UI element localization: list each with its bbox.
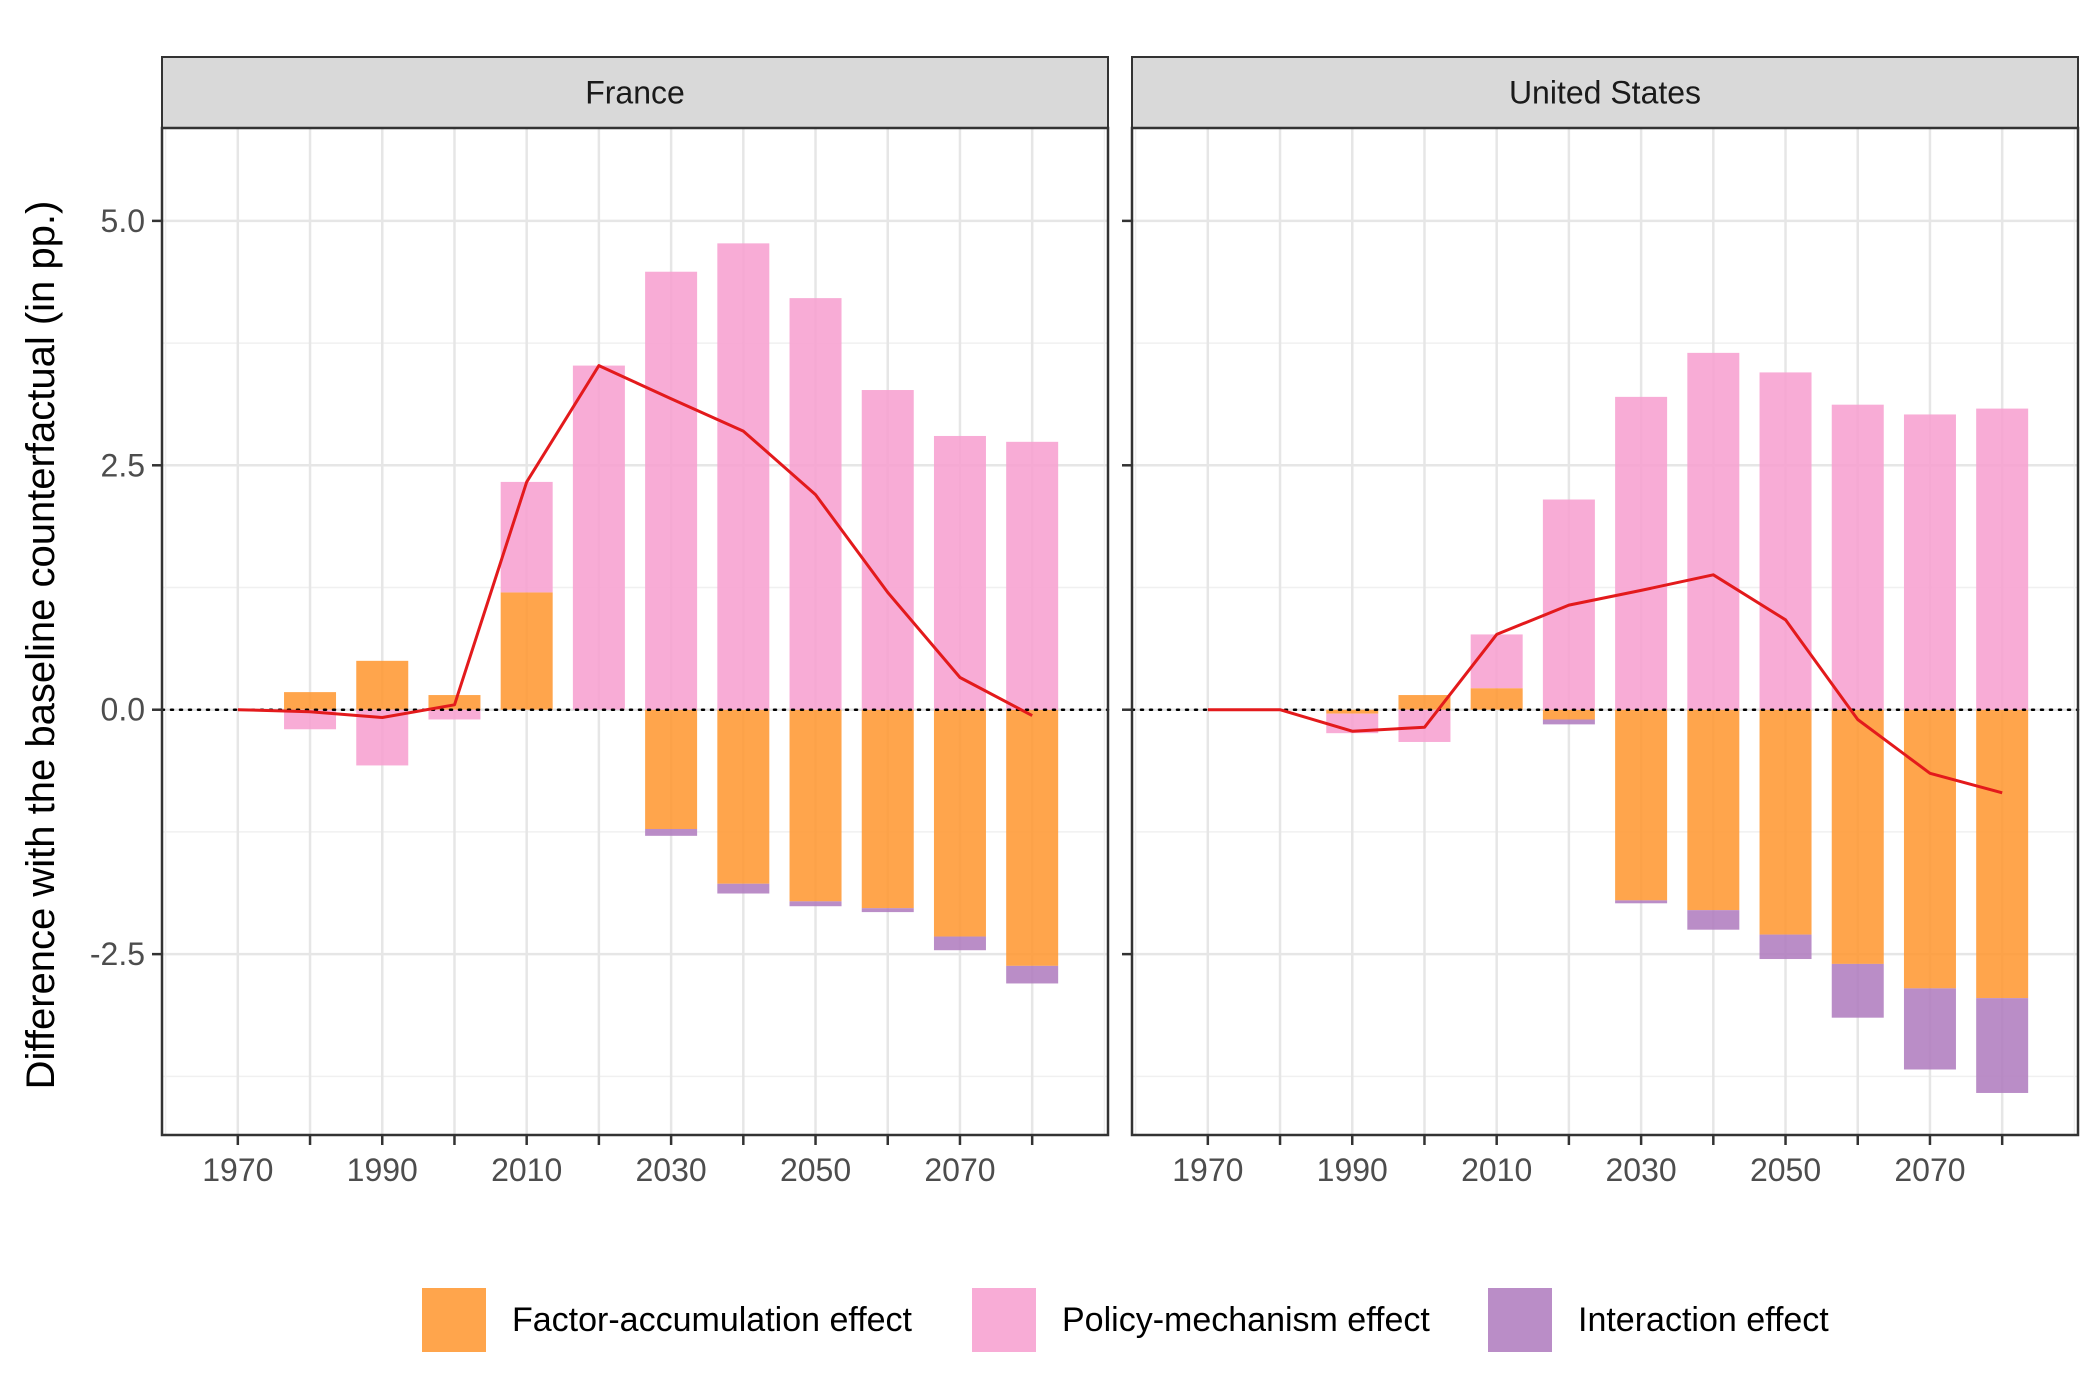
- bar-factor-2050: [789, 709, 842, 902]
- bar-factor-2010: [500, 592, 553, 710]
- bar-policy-2070: [1903, 414, 1956, 710]
- legend-label-factor: Factor-accumulation effect: [512, 1301, 913, 1339]
- bar-factor-2080: [1006, 709, 1059, 966]
- x-tick-label: 1970: [202, 1152, 273, 1188]
- panel-border: [1130, 126, 2080, 1137]
- bar-policy-2030: [645, 271, 698, 710]
- bar-factor-1990: [356, 660, 409, 710]
- x-tick-label: 2070: [924, 1152, 995, 1188]
- x-tick-label: 2030: [636, 1152, 707, 1188]
- y-tick-label: 0.0: [101, 692, 145, 728]
- y-tick-label: -2.5: [90, 936, 145, 972]
- y-axis-title: Difference with the baseline counterfact…: [19, 201, 63, 1090]
- bar-interaction-2040: [1687, 910, 1740, 930]
- bar-factor-2030: [1615, 709, 1668, 901]
- bar-interaction-2050: [1759, 934, 1812, 960]
- bar-factor-2060: [1831, 709, 1884, 964]
- bar-policy-2020: [572, 365, 625, 710]
- bar-policy-2080: [1006, 441, 1059, 710]
- bar-factor-1980: [284, 692, 337, 710]
- x-tick-label: 2070: [1894, 1152, 1965, 1188]
- bar-factor-2070: [933, 709, 986, 937]
- bar-policy-2050: [1759, 372, 1812, 710]
- total-effect-line: [237, 364, 1033, 719]
- bar-factor-1990: [1326, 709, 1379, 714]
- bar-interaction-2080: [1006, 965, 1059, 984]
- bar-interaction-2080: [1976, 998, 2029, 1093]
- bar-policy-2040: [717, 243, 770, 710]
- bar-policy-2060: [1831, 404, 1884, 710]
- legend-item-factor: Factor-accumulation effect: [422, 1288, 913, 1352]
- bar-policy-1990: [356, 709, 409, 766]
- facet-strip-label: United States: [1509, 75, 1701, 111]
- bar-interaction-2050: [789, 901, 842, 907]
- bar-interaction-2060: [861, 908, 914, 913]
- bar-factor-2030: [645, 709, 698, 829]
- bar-policy-2000: [428, 709, 481, 720]
- bar-policy-2040: [1687, 352, 1740, 710]
- bar-policy-2070: [933, 435, 986, 710]
- legend-label-policy: Policy-mechanism effect: [1062, 1301, 1430, 1339]
- bar-interaction-2070: [1903, 988, 1956, 1070]
- x-tick-label: 1990: [347, 1152, 418, 1188]
- x-tick-label: 1990: [1317, 1152, 1388, 1188]
- legend-swatch-policy: [972, 1288, 1036, 1352]
- legend-item-policy: Policy-mechanism effect: [972, 1288, 1430, 1352]
- total-effect-line: [1207, 573, 2003, 795]
- x-tick-label: 2030: [1606, 1152, 1677, 1188]
- y-tick-label: 2.5: [101, 447, 145, 483]
- bar-policy-2030: [1615, 396, 1668, 710]
- legend-item-interaction: Interaction effect: [1488, 1288, 1829, 1352]
- bar-interaction-2070: [933, 936, 986, 951]
- bar-interaction-2030: [645, 828, 698, 836]
- bar-factor-2080: [1976, 709, 2029, 999]
- facet-panels: France 1970 1990 2010 2030 2050 2070 -2.5 0.0 2.5…: [90, 56, 2080, 1188]
- legend-swatch-factor: [422, 1288, 486, 1352]
- facet-strip-label: France: [585, 75, 685, 111]
- bar-policy-2060: [861, 390, 914, 710]
- bar-factor-2070: [1903, 709, 1956, 989]
- x-tick-label: 1970: [1172, 1152, 1243, 1188]
- facet-strip: [161, 56, 1109, 129]
- x-tick-label: 2010: [1461, 1152, 1532, 1188]
- x-tick-label: 2010: [491, 1152, 562, 1188]
- legend: Factor-accumulation effect Policy-mechani…: [422, 1288, 1829, 1352]
- bar-factor-2020: [1542, 709, 1595, 720]
- y-tick-label: 5.0: [101, 203, 145, 239]
- bar-factor-2040: [1687, 709, 1740, 911]
- bar-policy-1980: [284, 709, 337, 730]
- bar-factor-2060: [861, 709, 914, 909]
- bar-policy-2080: [1976, 408, 2029, 710]
- legend-label-interaction: Interaction effect: [1578, 1301, 1829, 1339]
- bar-interaction-2030: [1615, 900, 1668, 904]
- bar-policy-2010: [1470, 634, 1523, 689]
- bar-factor-2040: [717, 709, 770, 884]
- bar-factor-2000: [1398, 695, 1451, 710]
- bar-factor-2050: [1759, 709, 1812, 935]
- panel-border: [160, 126, 1110, 1137]
- facet-strip: [1131, 56, 2079, 129]
- bar-interaction-2040: [717, 883, 770, 894]
- bar-policy-2050: [789, 298, 842, 710]
- x-tick-label: 2050: [1750, 1152, 1821, 1188]
- bar-interaction-2060: [1831, 963, 1884, 1018]
- panel-united-states: United States 1970 1990 2010 2030 2050 2070: [1122, 56, 2080, 1188]
- bar-interaction-2020: [1542, 719, 1595, 725]
- bar-factor-2010: [1470, 688, 1523, 710]
- legend-swatch-interaction: [1488, 1288, 1552, 1352]
- panel-france: France 1970 1990 2010 2030 2050 2070 -2.5 0.0 2.5…: [90, 56, 1110, 1188]
- x-tick-label: 2050: [780, 1152, 851, 1188]
